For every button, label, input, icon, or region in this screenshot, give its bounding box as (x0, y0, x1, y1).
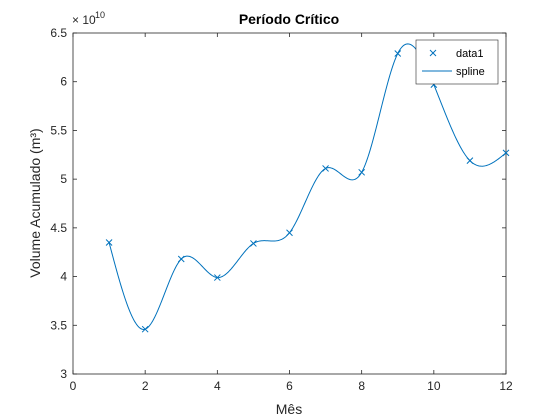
y-tick-label: 4 (60, 270, 67, 284)
x-tick-label: 6 (286, 379, 293, 393)
x-tick-label: 4 (214, 379, 221, 393)
y-tick-label: 4.5 (50, 221, 67, 235)
x-tick-label: 2 (142, 379, 149, 393)
legend-label-data1: data1 (456, 48, 484, 60)
y-tick-label: 3.5 (50, 318, 67, 332)
x-tick-label: 12 (499, 379, 513, 393)
y-tick-label: 6.5 (50, 26, 67, 40)
y-axis-label: Volume Acumulado (m³) (27, 128, 43, 277)
chart-title: Período Crítico (239, 11, 339, 27)
x-tick-label: 8 (358, 379, 365, 393)
y-exponent-power: 10 (95, 10, 105, 20)
y-tick-label: 5.5 (50, 123, 67, 137)
y-exponent-base: × 10 (72, 13, 96, 27)
x-tick-label: 0 (70, 379, 77, 393)
y-tick-label: 5 (60, 172, 67, 186)
legend-label-spline: spline (456, 66, 485, 78)
y-tick-label: 6 (60, 75, 67, 89)
x-tick-label: 10 (427, 379, 441, 393)
x-axis-label: Mês (276, 401, 302, 417)
legend: data1 spline (416, 40, 498, 84)
y-tick-label: 3 (60, 367, 67, 381)
